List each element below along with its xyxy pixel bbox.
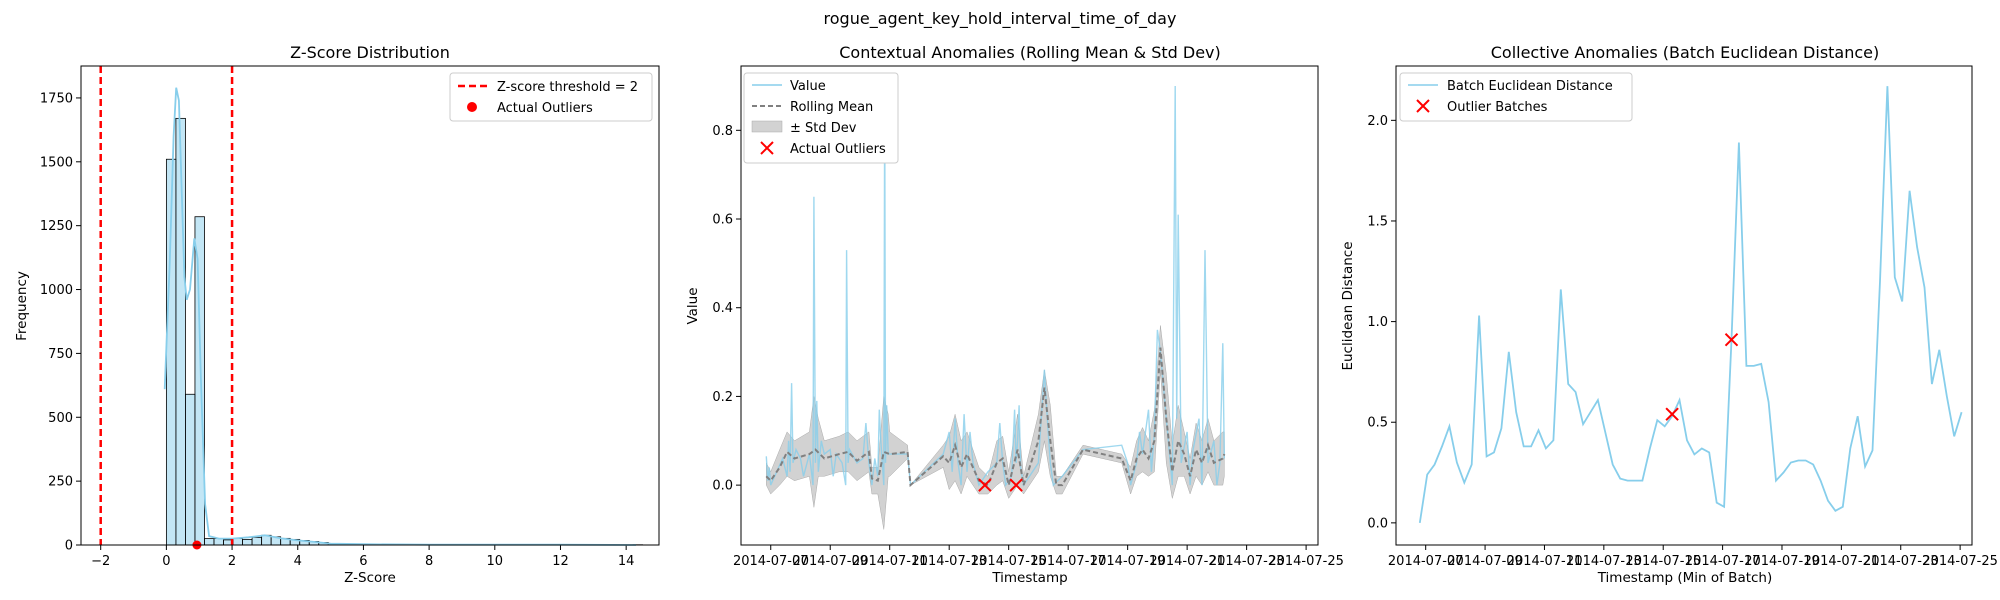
rolling-mean-line: [765, 347, 1226, 488]
legend-outlier-swatch: [467, 102, 477, 112]
legend-outlier-batches-label: Outlier Batches: [1447, 100, 1548, 115]
contextual-legend: Value Rolling Mean ± Std Dev Actual Outl…: [743, 72, 899, 164]
histogram-bar: [242, 538, 253, 546]
y-tick-label: 1750: [40, 91, 73, 106]
y-tick-label: 250: [48, 475, 73, 490]
y-tick-label: 1.0: [1367, 315, 1388, 330]
x-tick-label: 10: [487, 554, 504, 569]
kde-line: [163, 87, 637, 546]
histogram-bar: [251, 536, 263, 546]
contextual-xlabel: Timestamp: [991, 570, 1067, 586]
x-tick-label: 2014-07-13: [911, 554, 987, 569]
zscore-xlabel: Z-Score: [344, 570, 396, 586]
legend-value-label: Value: [790, 79, 826, 94]
collective-panel: 2014-07-072014-07-092014-07-112014-07-13…: [1340, 43, 1998, 586]
x-tick-label: 6: [359, 554, 367, 569]
x-tick-label: 14: [618, 554, 635, 569]
histogram-bar: [232, 538, 243, 546]
x-tick-label: 4: [294, 554, 302, 569]
collective-ylabel: Euclidean Distance: [1340, 241, 1356, 370]
x-tick-label: 2014-07-07: [733, 554, 809, 569]
zscore-panel: −2 0 2 4 6 8 10 12 1402505007501000125015001750 …: [14, 43, 660, 586]
collective-legend: Batch Euclidean Distance Outlier Batches: [1399, 72, 1633, 122]
y-tick-label: 1500: [40, 155, 73, 170]
y-tick-label: 0.8: [712, 124, 733, 139]
x-tick-label: 2014-07-25: [1268, 554, 1344, 569]
histogram-bar: [213, 538, 224, 546]
histogram-bar: [194, 216, 205, 546]
x-tick-label: 8: [425, 554, 433, 569]
axes-frame: [1395, 65, 1973, 546]
x-tick-label: 2014-07-07: [1388, 554, 1464, 569]
y-tick-label: 0.6: [712, 213, 733, 228]
x-tick-label: 2014-07-09: [1447, 554, 1523, 569]
axes-frame: [80, 65, 660, 546]
y-tick-label: 0.5: [1367, 416, 1388, 431]
x-tick-label: 2014-07-19: [1744, 554, 1820, 569]
y-tick-label: 0.0: [1367, 516, 1388, 531]
legend-threshold-label: Z-score threshold = 2: [497, 80, 638, 95]
collective-title: Collective Anomalies (Batch Euclidean Di…: [1491, 43, 1880, 62]
y-tick-label: 750: [48, 347, 73, 362]
collective-xlabel: Timestamp (Min of Batch): [1597, 570, 1773, 586]
outlier-batch-marker: [1724, 333, 1739, 347]
x-tick-label: −2: [91, 554, 110, 569]
collective-plot-area: 2014-07-072014-07-092014-07-112014-07-13…: [1367, 65, 1998, 569]
x-tick-label: 0: [162, 554, 170, 569]
y-tick-label: 2.0: [1367, 114, 1388, 129]
x-tick-label: 2014-07-13: [1566, 554, 1642, 569]
x-tick-label: 2: [228, 554, 236, 569]
y-tick-label: 0.2: [712, 390, 733, 405]
histogram-bar: [204, 538, 215, 546]
legend-outlier-batch-swatch: [1416, 99, 1430, 113]
legend-batch-label: Batch Euclidean Distance: [1447, 79, 1613, 94]
y-tick-label: 0.4: [712, 301, 733, 316]
zscore-ylabel: Frequency: [14, 271, 30, 341]
contextual-panel: 2014-07-072014-07-092014-07-112014-07-13…: [685, 43, 1344, 586]
legend-std-swatch: [751, 120, 783, 133]
outlier-x-marker: [978, 478, 992, 492]
batch-distance-line: [1418, 86, 1963, 524]
x-tick-label: 2014-07-17: [1685, 554, 1761, 569]
x-tick-label: 2014-07-25: [1922, 554, 1998, 569]
x-tick-label: 2014-07-11: [1507, 554, 1583, 569]
zscore-plot-area: −2 0 2 4 6 8 10 12 14 0 250 500 750 1000 1250 1500 1750: [40, 65, 660, 569]
legend-outlier-x-swatch: [760, 141, 774, 155]
zscore-legend: Z-score threshold = 2 Actual Outliers: [449, 72, 653, 122]
x-tick-label: 2014-07-19: [1090, 554, 1166, 569]
outlier-batch-marker: [1665, 407, 1679, 421]
zscore-title: Z-Score Distribution: [290, 43, 450, 62]
y-tick-label: 0.0: [712, 479, 733, 494]
legend-outliers-label-2: Actual Outliers: [790, 142, 886, 157]
plot-background: [1396, 66, 1972, 545]
legend-std-label: ± Std Dev: [790, 121, 857, 136]
x-tick-label: 2014-07-21: [1149, 554, 1225, 569]
y-tick-label: 1.5: [1367, 214, 1388, 229]
y-tick-label: 1000: [40, 283, 73, 298]
legend-outliers-label: Actual Outliers: [497, 101, 593, 116]
y-tick-label: 0: [65, 539, 73, 554]
outlier-x-marker: [1009, 478, 1023, 492]
x-tick-label: 2014-07-21: [1804, 554, 1880, 569]
axes-frame: [740, 65, 1319, 546]
x-tick-label: 2014-07-15: [971, 554, 1047, 569]
x-tick-label: 2014-07-17: [1030, 554, 1106, 569]
figure-suptitle: rogue_agent_key_hold_interval_time_of_da…: [824, 9, 1177, 29]
histogram-bar: [185, 393, 196, 546]
x-tick-label: 2014-07-09: [792, 554, 868, 569]
x-tick-label: 2014-07-23: [1209, 554, 1285, 569]
contextual-ylabel: Value: [685, 287, 701, 324]
legend-mean-label: Rolling Mean: [790, 100, 873, 115]
y-tick-label: 500: [48, 411, 73, 426]
x-tick-label: 2014-07-11: [852, 554, 928, 569]
y-tick-label: 1250: [40, 219, 73, 234]
x-tick-label: 2014-07-15: [1625, 554, 1701, 569]
x-tick-label: 2014-07-23: [1863, 554, 1939, 569]
contextual-title: Contextual Anomalies (Rolling Mean & Std…: [839, 43, 1221, 62]
x-tick-label: 12: [552, 554, 569, 569]
